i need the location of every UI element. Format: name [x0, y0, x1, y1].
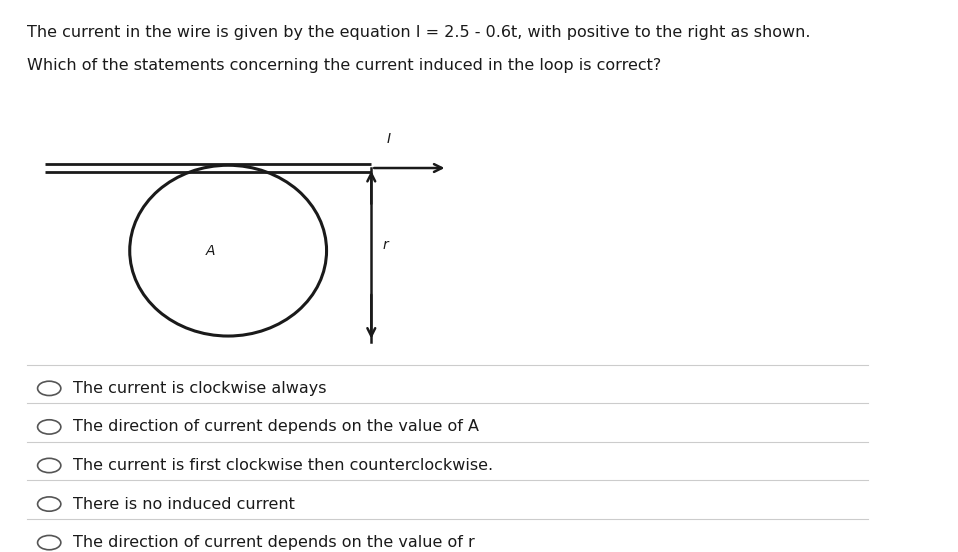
Text: The current is first clockwise then counterclockwise.: The current is first clockwise then coun… — [74, 458, 493, 473]
Text: Which of the statements concerning the current induced in the loop is correct?: Which of the statements concerning the c… — [27, 58, 661, 73]
Text: The direction of current depends on the value of A: The direction of current depends on the … — [74, 420, 479, 434]
Text: A: A — [206, 243, 215, 258]
Text: r: r — [383, 238, 389, 252]
Text: There is no induced current: There is no induced current — [74, 497, 295, 512]
Text: The current in the wire is given by the equation I = 2.5 - 0.6t, with positive t: The current in the wire is given by the … — [27, 25, 810, 40]
Text: The direction of current depends on the value of r: The direction of current depends on the … — [74, 535, 475, 550]
Text: I: I — [387, 132, 391, 146]
Text: The current is clockwise always: The current is clockwise always — [74, 381, 327, 396]
